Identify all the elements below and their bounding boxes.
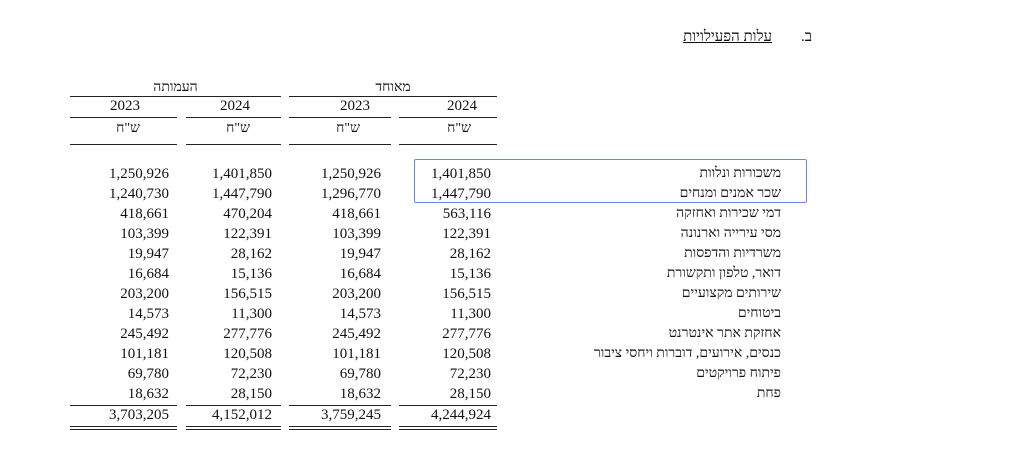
row-label: אחזקת אתר אינטרנט (668, 326, 781, 341)
selection-highlight (414, 159, 807, 203)
value-cell: 28,150 (230, 386, 272, 402)
value-cell: 1,240,730 (109, 186, 169, 202)
value-cell: 418,661 (332, 206, 381, 222)
row-label: דמי שכירות ואחזקה (676, 206, 781, 221)
total-cell: 4,244,924 (431, 407, 491, 423)
value-cell: 28,150 (449, 386, 491, 402)
total-double-rule (399, 429, 497, 430)
value-cell: 101,181 (332, 346, 381, 362)
unit-divider (70, 144, 177, 145)
total-double-rule (289, 426, 391, 427)
value-cell: 16,684 (127, 266, 169, 282)
value-cell: 156,515 (442, 286, 491, 302)
value-cell: 470,204 (223, 206, 272, 222)
value-cell: 72,230 (230, 366, 272, 382)
value-cell: 245,492 (120, 326, 169, 342)
total-double-rule (399, 426, 497, 427)
value-cell: 122,391 (442, 226, 491, 242)
value-cell: 69,780 (127, 366, 169, 382)
total-cell: 3,703,205 (109, 407, 169, 423)
value-cell: 1,447,790 (212, 186, 272, 202)
total-double-rule (70, 426, 177, 427)
value-cell: 277,776 (223, 326, 272, 342)
value-cell: 11,300 (450, 306, 491, 322)
year-divider (289, 117, 391, 118)
value-cell: 18,632 (339, 386, 381, 402)
row-label: פחת (756, 386, 781, 401)
unit-label: ש"ח (116, 121, 140, 136)
value-cell: 28,162 (449, 246, 491, 262)
value-cell: 203,200 (120, 286, 169, 302)
total-top-rule (70, 405, 177, 406)
value-cell: 1,401,850 (212, 166, 272, 182)
year-divider (186, 117, 281, 118)
group-divider-consolidated (289, 96, 497, 97)
year-header: 2024 (447, 98, 477, 114)
value-cell: 18,632 (127, 386, 169, 402)
value-cell: 122,391 (223, 226, 272, 242)
row-label: דואר, טלפון ותקשורת (666, 266, 781, 281)
total-double-rule (186, 426, 281, 427)
row-label: ביטוחים (737, 306, 781, 321)
total-top-rule (289, 405, 391, 406)
unit-divider (186, 144, 281, 145)
value-cell: 1,250,926 (321, 166, 381, 182)
value-cell: 120,508 (442, 346, 491, 362)
section-letter: ב. (801, 29, 812, 45)
value-cell: 15,136 (230, 266, 272, 282)
unit-label: ש"ח (226, 121, 250, 136)
row-label: כנסים, אירועים, דוברות ויחסי ציבור (593, 346, 781, 361)
row-label: שירותים מקצועיים (681, 286, 781, 301)
value-cell: 72,230 (449, 366, 491, 382)
unit-label: ש"ח (447, 121, 471, 136)
value-cell: 1,296,770 (321, 186, 381, 202)
total-double-rule (70, 429, 177, 430)
unit-divider (289, 144, 391, 145)
total-double-rule (289, 429, 391, 430)
total-top-rule (186, 405, 281, 406)
unit-divider (399, 144, 497, 145)
section-title: עלות הפעילויות (683, 29, 772, 45)
row-label: מסי עירייה וארנונה (680, 226, 781, 241)
group-header-consolidated: מאוחד (375, 80, 411, 95)
value-cell: 120,508 (223, 346, 272, 362)
row-label: שכר אמנים ומנחים (679, 186, 781, 201)
value-cell: 15,136 (449, 266, 491, 282)
row-label: פיתוח פרויקטים (696, 366, 781, 381)
value-cell: 245,492 (332, 326, 381, 342)
value-cell: 203,200 (332, 286, 381, 302)
value-cell: 563,116 (442, 206, 491, 222)
value-cell: 1,250,926 (109, 166, 169, 182)
value-cell: 277,776 (442, 326, 491, 342)
year-header: 2023 (110, 98, 140, 114)
value-cell: 28,162 (230, 246, 272, 262)
value-cell: 19,947 (339, 246, 381, 262)
value-cell: 19,947 (127, 246, 169, 262)
value-cell: 14,573 (339, 306, 381, 322)
row-label: משרדיות והדפסות (684, 246, 781, 261)
value-cell: 1,447,790 (431, 186, 491, 202)
year-header: 2024 (220, 98, 250, 114)
total-double-rule (186, 429, 281, 430)
value-cell: 103,399 (120, 226, 169, 242)
value-cell: 16,684 (339, 266, 381, 282)
value-cell: 11,300 (231, 306, 272, 322)
total-cell: 4,152,012 (212, 407, 272, 423)
year-divider (70, 117, 177, 118)
total-cell: 3,759,245 (321, 407, 381, 423)
total-top-rule (399, 405, 497, 406)
group-divider-association (70, 96, 281, 97)
value-cell: 101,181 (120, 346, 169, 362)
value-cell: 418,661 (120, 206, 169, 222)
value-cell: 1,401,850 (431, 166, 491, 182)
unit-label: ש"ח (336, 121, 360, 136)
year-header: 2023 (340, 98, 370, 114)
value-cell: 69,780 (339, 366, 381, 382)
value-cell: 156,515 (223, 286, 272, 302)
year-divider (399, 117, 497, 118)
group-header-association: העמותה (153, 80, 198, 95)
row-label: משכורות ונלוות (699, 166, 781, 181)
value-cell: 103,399 (332, 226, 381, 242)
value-cell: 14,573 (127, 306, 169, 322)
